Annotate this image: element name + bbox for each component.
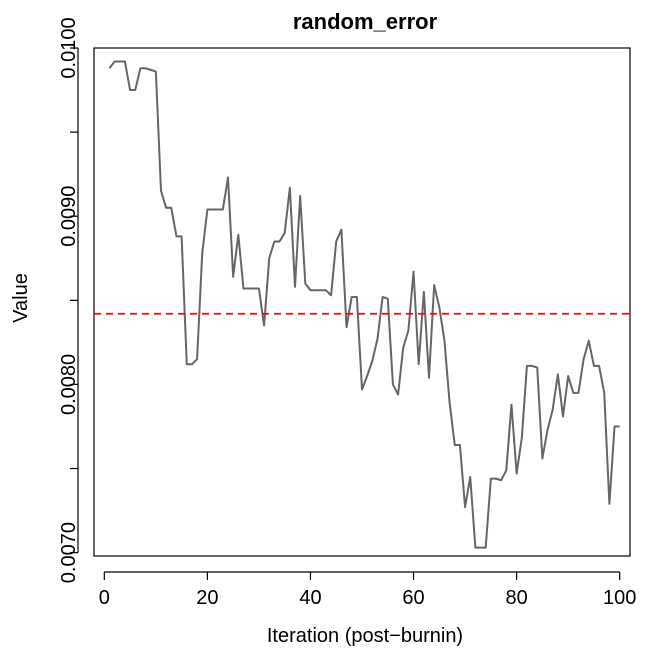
x-axis-label: Iteration (post−burnin) [267, 625, 463, 647]
series-layer [94, 60, 630, 549]
x-axis: 0 20 40 60 80 100 [99, 571, 636, 609]
x-tick-label: 0 [99, 587, 110, 609]
x-tick-label: 100 [603, 587, 636, 609]
y-tick-label: 0.0070 [58, 522, 80, 583]
series-line [108, 60, 620, 549]
x-tick-label: 20 [196, 587, 218, 609]
y-axis: 0.0070 0.0080 0.0090 0.0100 [58, 17, 80, 583]
plot-frame [93, 47, 631, 557]
x-tick-label: 40 [299, 587, 321, 609]
chart-title: random_error [293, 9, 438, 34]
y-tick-label: 0.0100 [58, 17, 80, 78]
y-tick-label: 0.0090 [58, 186, 80, 247]
x-tick-label: 80 [505, 587, 527, 609]
y-axis-label: Value [10, 273, 32, 323]
y-tick-label: 0.0080 [58, 354, 80, 415]
x-tick-label: 60 [402, 587, 424, 609]
